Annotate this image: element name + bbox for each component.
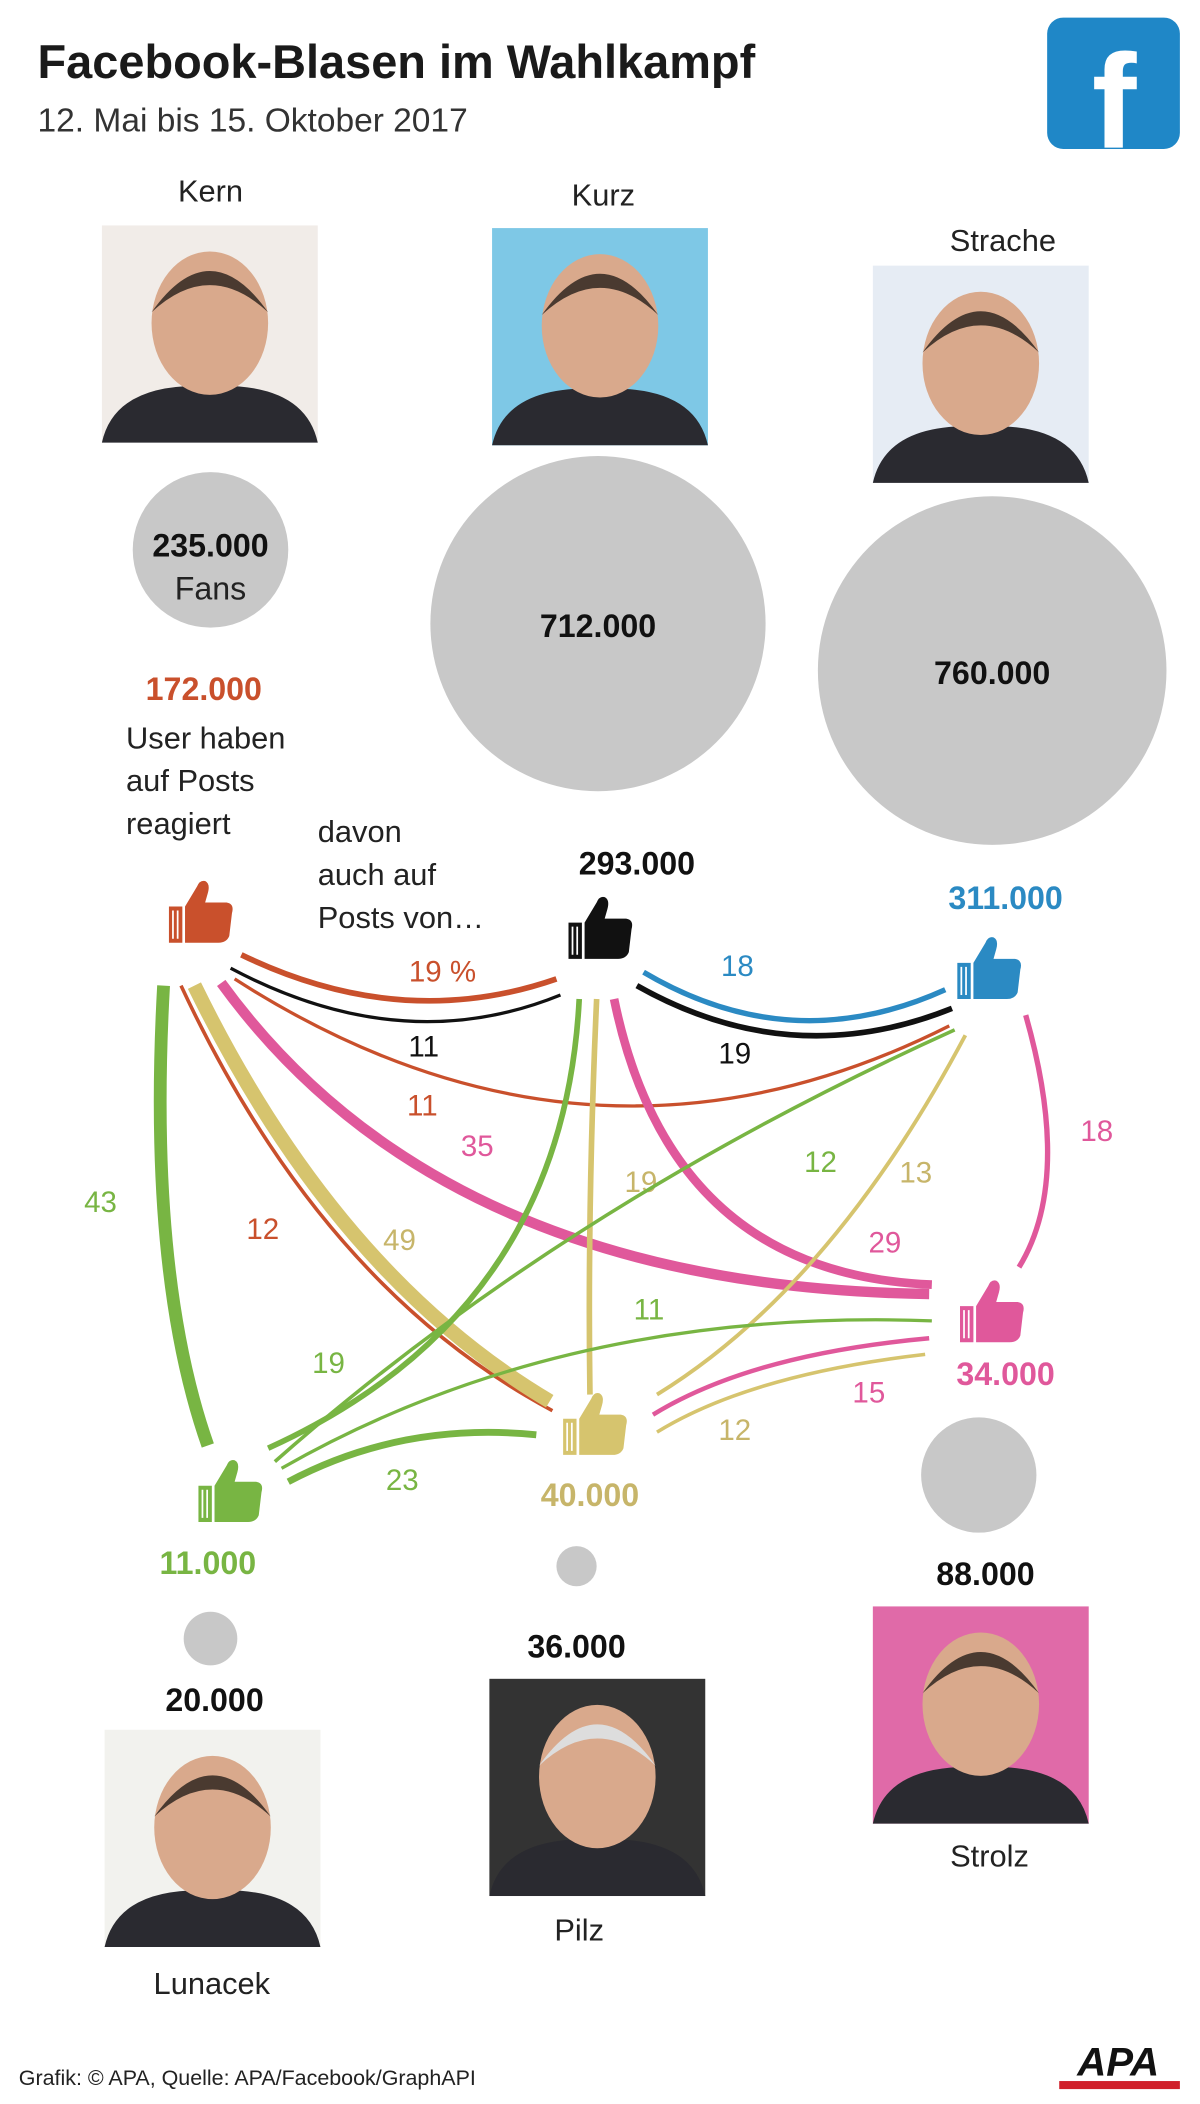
- node-lunacek: Lunacek 20.000 11.000: [104, 1459, 321, 2001]
- node-kern: Kern 235.000 Fans 172.000: [101, 173, 318, 944]
- node-strache: Strache 760.000 311.000: [817, 223, 1167, 1000]
- fans-count: 712.000: [540, 608, 656, 644]
- edge-label: 19: [312, 1347, 345, 1380]
- reacted-users-count: 11.000: [160, 1545, 257, 1581]
- fans-count: 760.000: [934, 655, 1050, 691]
- edge-pilz-kern: [187, 982, 554, 1408]
- edge-label: 18: [1080, 1115, 1113, 1148]
- politician-name: Kern: [178, 173, 243, 208]
- portrait-photo: [104, 1729, 321, 1947]
- fans-circle: [921, 1417, 1037, 1533]
- portrait-photo: [101, 225, 318, 443]
- reacted-caption-line-3: reagiert: [126, 806, 231, 841]
- node-pilz: Pilz 36.000 40.000: [489, 1392, 706, 1947]
- reacted-users-count: 172.000: [146, 671, 262, 707]
- fans-circle: [430, 456, 766, 792]
- edge-lunacek-strache: [273, 1028, 956, 1463]
- edge-pilz-kurz: [586, 998, 600, 1395]
- edge-label: 12: [718, 1414, 751, 1447]
- fans-circle: [132, 472, 289, 628]
- edge-strolz-strache: [1016, 1014, 1051, 1269]
- portrait-photo: [492, 228, 708, 446]
- edge-strache-kurz: [642, 969, 947, 1024]
- thumbs-up-icon: [956, 936, 1022, 1000]
- page-subtitle: 12. Mai bis 15. Oktober 2017: [38, 103, 468, 140]
- thumbs-up-icon: [567, 896, 634, 960]
- edge-label: 11: [407, 1090, 438, 1123]
- edge-strolz-kurz: [609, 998, 933, 1289]
- thumbs-up-icon: [168, 879, 234, 944]
- politician-name: Pilz: [554, 1912, 604, 1947]
- node-strolz: Strolz 88.000 34.000: [872, 1279, 1089, 1874]
- edge-label: 19: [718, 1037, 751, 1070]
- overlap-caption-line-2: auch auf: [318, 857, 437, 892]
- edge-pilz-strache: [655, 1034, 968, 1397]
- thumbs-up-icon: [197, 1459, 263, 1523]
- thumbs-up-icon: [562, 1392, 628, 1456]
- edge-lunacek-pilz: [286, 1428, 537, 1485]
- svg-text:APA: APA: [1076, 2040, 1159, 2085]
- politician-name: Strolz: [950, 1839, 1029, 1874]
- edge-kern-kurz: [240, 952, 558, 1004]
- edge-strolz-pilz: [651, 1336, 930, 1417]
- edge-lunacek-kern: [153, 985, 214, 1448]
- edge-label: 29: [869, 1226, 902, 1259]
- edge-label: 23: [386, 1464, 419, 1497]
- fans-count: 235.000: [152, 528, 268, 564]
- politician-name: Kurz: [572, 177, 635, 212]
- edge-label: 11: [634, 1293, 665, 1326]
- edge-kurz-kern: [229, 966, 562, 1024]
- edge-label: 18: [721, 950, 754, 983]
- reacted-caption-line-1: User haben: [126, 720, 285, 755]
- edge-label: 13: [899, 1157, 932, 1190]
- portrait-photo: [489, 1678, 706, 1897]
- reacted-users-count: 34.000: [956, 1356, 1054, 1392]
- fans-circle: [817, 496, 1167, 845]
- fans-label: Fans: [175, 570, 247, 606]
- svg-text:f: f: [1092, 28, 1137, 177]
- reacted-users-count: 293.000: [579, 845, 695, 881]
- edge-pilz-strolz: [656, 1352, 926, 1434]
- overlap-caption-line-1: davon: [318, 814, 402, 849]
- thumbs-up-icon: [959, 1279, 1025, 1344]
- edge-label: 49: [383, 1224, 416, 1257]
- reacted-caption-line-2: auf Posts: [126, 763, 255, 798]
- edge-label: 43: [84, 1186, 117, 1219]
- fans-circle: [556, 1546, 597, 1587]
- edge-kurz-strache: [635, 983, 954, 1039]
- fans-count: 88.000: [936, 1556, 1034, 1592]
- edge-strolz-kern: [217, 979, 930, 1300]
- facebook-logo-icon: f: [1047, 17, 1180, 177]
- page-title: Facebook-Blasen im Wahlkampf: [38, 36, 756, 88]
- edge-label: 12: [246, 1213, 279, 1246]
- politician-name: Strache: [950, 223, 1056, 258]
- edge-label: 35: [461, 1130, 494, 1163]
- reacted-users-count: 311.000: [948, 880, 1062, 916]
- politician-nodes: Kern 235.000 Fans 172.000 Kurz 712.000 293.000…: [101, 173, 1167, 2001]
- overlap-caption-line-3: Posts von…: [318, 900, 484, 935]
- edge-label: 15: [852, 1377, 885, 1410]
- portrait-photo: [872, 1606, 1089, 1824]
- edge-lunacek-strolz: [280, 1318, 932, 1470]
- edge-lunacek-kurz: [266, 998, 583, 1451]
- fans-count: 36.000: [527, 1628, 625, 1664]
- edge-kern-pilz: [179, 984, 554, 1413]
- edge-label: 11: [408, 1031, 439, 1064]
- portrait-photo: [872, 265, 1089, 483]
- fans-circle: [183, 1611, 238, 1666]
- apa-logo: APA: [1059, 2040, 1180, 2090]
- edge-label: 19 %: [409, 956, 476, 989]
- edge-label: 12: [804, 1146, 837, 1179]
- politician-name: Lunacek: [154, 1966, 271, 2001]
- source-note: Grafik: © APA, Quelle: APA/Facebook/Grap…: [19, 2066, 476, 2090]
- reacted-users-count: 40.000: [541, 1477, 639, 1513]
- node-kurz: Kurz 712.000 293.000: [430, 177, 766, 960]
- fans-count: 20.000: [165, 1682, 263, 1718]
